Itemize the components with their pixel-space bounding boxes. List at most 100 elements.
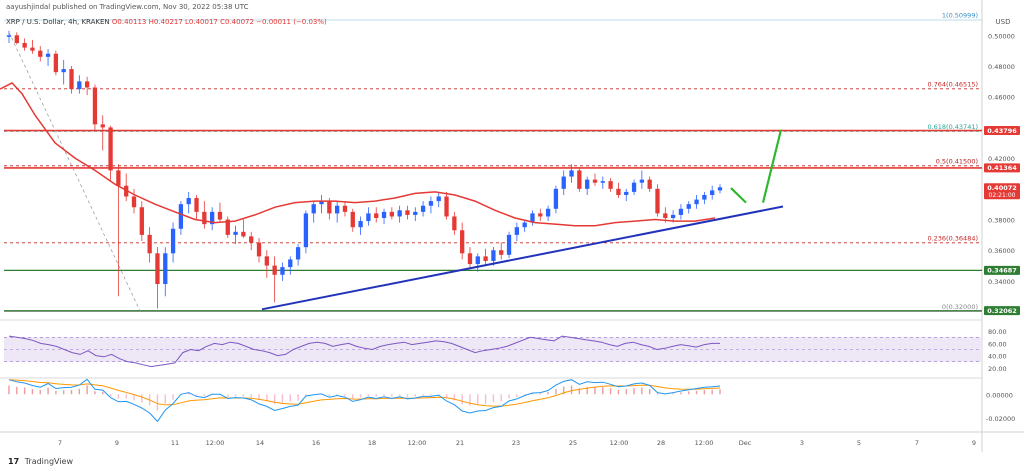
- candle-body: [163, 253, 168, 284]
- candle-body: [295, 247, 301, 260]
- macd-histogram-bar: [16, 386, 18, 395]
- macd-histogram-bar: [641, 387, 643, 395]
- macd-histogram-bar: [516, 394, 518, 398]
- candle-body: [600, 181, 605, 183]
- macd-histogram-bar: [672, 393, 674, 395]
- macd-tick-label: -0.02000: [986, 415, 1015, 423]
- candle-body: [460, 230, 465, 254]
- candle-body: [381, 211, 387, 218]
- tradingview-name: TradingView: [24, 457, 74, 466]
- candle-body: [717, 187, 723, 191]
- macd-histogram-bar: [625, 389, 627, 395]
- x-tick-label: 12:00: [206, 439, 225, 447]
- candle-body: [522, 222, 527, 228]
- candle-body: [280, 267, 285, 275]
- candle-body: [170, 228, 176, 254]
- x-tick-label: 21: [456, 439, 464, 447]
- x-tick-label: 12:00: [610, 439, 629, 447]
- candle-body: [53, 53, 59, 73]
- macd-histogram-bar: [156, 394, 159, 411]
- price-marker-box: [984, 126, 1020, 136]
- x-tick-label: 16: [312, 439, 320, 447]
- candle-body: [710, 190, 715, 195]
- candle-body: [139, 207, 144, 235]
- macd-histogram-bar: [102, 391, 104, 395]
- candle-body: [647, 179, 652, 189]
- macd-histogram-bar: [648, 389, 651, 395]
- price-marker-box: [984, 265, 1020, 275]
- macd-histogram-bar: [609, 388, 612, 395]
- macd-histogram-bar: [461, 394, 463, 405]
- candle-body: [514, 227, 520, 235]
- x-tick-label: 9: [972, 439, 976, 447]
- candle-body: [530, 213, 535, 223]
- macd-histogram-bar: [414, 394, 416, 397]
- macd-histogram-bar: [391, 394, 393, 397]
- x-tick-label: Dec: [739, 439, 752, 447]
- macd-histogram-bar: [281, 394, 284, 403]
- candle-body: [585, 179, 590, 189]
- macd-histogram-bar: [539, 393, 541, 395]
- candle-body: [155, 253, 160, 284]
- y-tick-label: 0.38000: [988, 217, 1015, 225]
- candle-body: [77, 81, 82, 90]
- macd-histogram-bar: [477, 394, 479, 405]
- macd-line: [8, 378, 721, 423]
- macd-histogram-bar: [227, 394, 229, 397]
- macd-histogram-bar: [336, 394, 338, 396]
- macd-histogram-bar: [273, 394, 276, 405]
- candle-body: [608, 181, 613, 189]
- macd-histogram-bar: [547, 392, 549, 395]
- candle-body: [69, 69, 74, 90]
- x-tick-label: 28: [657, 439, 665, 447]
- x-tick-label: 25: [569, 439, 577, 447]
- candle-body: [545, 208, 551, 217]
- candle-body: [366, 213, 371, 222]
- macd-histogram-bar: [141, 394, 143, 403]
- x-tick-label: 11: [171, 439, 179, 447]
- price-marker-label: 0.43796: [987, 127, 1017, 135]
- fib-level-label: 0.618(0.43741): [927, 123, 978, 131]
- candle-body: [389, 211, 394, 217]
- candle-body: [14, 35, 19, 44]
- price-marker-countdown: 02:21:00: [989, 192, 1016, 199]
- macd-histogram-bar: [305, 394, 307, 396]
- candle-body: [202, 211, 207, 225]
- macd-histogram-bar: [500, 394, 502, 402]
- symbol-label: XRP / U.S. Dollar, 4h, KRAKEN: [6, 18, 110, 26]
- candle-body: [186, 198, 191, 205]
- macd-histogram-bar: [23, 387, 26, 395]
- macd-histogram-bar: [39, 390, 41, 395]
- rsi-tick-label: 80.00: [988, 328, 1007, 336]
- candle-body: [100, 124, 105, 128]
- candle-body: [475, 256, 480, 265]
- tradingview-brand[interactable]: 17 TradingView: [8, 457, 73, 466]
- x-tick-label: 12:00: [408, 439, 427, 447]
- macd-histogram-bar: [406, 394, 409, 398]
- macd-histogram-bar: [523, 394, 526, 396]
- macd-histogram-bar: [445, 394, 448, 399]
- macd-histogram-bar: [594, 387, 596, 395]
- candle-body: [397, 210, 402, 217]
- candle-body: [288, 259, 293, 268]
- macd-histogram-bar: [633, 388, 635, 395]
- macd-histogram-bar: [469, 394, 471, 406]
- macd-histogram-bar: [703, 390, 706, 395]
- candle-body: [639, 179, 645, 183]
- macd-histogram-bar: [375, 394, 377, 397]
- price-marker-label: 0.41364: [987, 164, 1017, 172]
- macd-histogram-bar: [172, 394, 174, 400]
- x-tick-label: 23: [512, 439, 520, 447]
- macd-histogram-bar: [164, 394, 166, 404]
- macd-histogram-bar: [188, 393, 190, 395]
- candle-body: [350, 211, 355, 228]
- rsi-line: [8, 335, 720, 368]
- candle-body: [561, 176, 566, 189]
- macd-histogram-bar: [695, 390, 698, 395]
- price-marker-label: 0.40072: [987, 184, 1017, 192]
- fib-level-label: 0.5(0.41500): [936, 157, 978, 165]
- candle-body: [553, 188, 559, 209]
- x-tick-label: 5: [857, 439, 861, 447]
